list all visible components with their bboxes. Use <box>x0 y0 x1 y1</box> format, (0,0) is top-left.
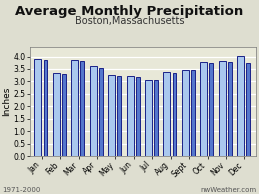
Text: Average Monthly Precipitation: Average Monthly Precipitation <box>15 5 244 18</box>
Bar <box>53 74 60 156</box>
Bar <box>210 63 213 156</box>
Text: 1971-2000: 1971-2000 <box>3 187 41 193</box>
Bar <box>246 63 250 156</box>
Bar <box>172 73 176 156</box>
Bar <box>237 56 244 156</box>
Bar <box>136 77 140 156</box>
Bar <box>154 81 158 156</box>
Bar <box>71 60 78 156</box>
Bar <box>163 72 170 156</box>
Bar <box>127 76 134 156</box>
Bar <box>145 80 152 156</box>
Bar <box>108 75 115 156</box>
Bar <box>228 61 232 156</box>
Bar <box>34 59 41 156</box>
Bar <box>182 70 189 156</box>
Bar <box>62 74 66 156</box>
Bar <box>191 70 195 156</box>
Bar <box>90 67 97 156</box>
Bar <box>117 76 121 156</box>
Text: nwWeather.com: nwWeather.com <box>200 187 256 193</box>
Bar <box>44 60 47 156</box>
Y-axis label: Inches: Inches <box>2 87 11 116</box>
Bar <box>81 61 84 156</box>
Bar <box>99 68 103 156</box>
Bar <box>219 61 226 156</box>
Bar <box>200 62 207 156</box>
Text: Boston,Massachusetts: Boston,Massachusetts <box>75 16 184 27</box>
